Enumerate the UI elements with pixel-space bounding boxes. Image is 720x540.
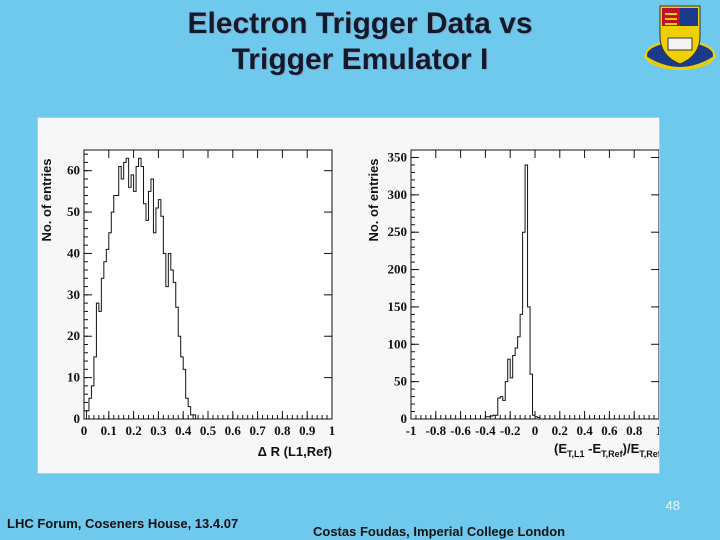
right-x-tick-label: 1 [656, 423, 659, 438]
right-x-tick-label: 0.2 [552, 423, 568, 438]
left-y-tick-label: 50 [67, 204, 80, 219]
left-y-tick-label: 60 [67, 163, 80, 178]
right-x-tick-label: -1 [406, 423, 417, 438]
right-y-tick-label: 150 [388, 299, 408, 314]
right-x-tick-label: -0.8 [426, 423, 447, 438]
left-y-tick-label: 10 [67, 370, 80, 385]
right-x-tick-label: 0.4 [576, 423, 593, 438]
right-y-tick-label: 350 [388, 149, 408, 164]
right-x-axis-title: (ET,L1 -ET,Ref)/ET,Ref [554, 441, 659, 459]
left-x-tick-label: 0.5 [200, 423, 217, 438]
right-y-tick-label: 0 [401, 411, 408, 426]
slide-title-line2: Trigger Emulator I [231, 43, 489, 76]
left-x-tick-label: 0.8 [274, 423, 291, 438]
slide-title: Electron Trigger Data vs Trigger Emulato… [100, 6, 620, 78]
left-x-tick-label: 0 [81, 423, 88, 438]
right-y-tick-label: 250 [388, 224, 408, 239]
left-y-tick-label: 30 [67, 287, 80, 302]
left-x-tick-label: 1 [329, 423, 336, 438]
right-y-tick-label: 300 [388, 187, 408, 202]
right-x-tick-label: -0.2 [500, 423, 521, 438]
left-x-tick-label: 0.6 [225, 423, 242, 438]
left-x-tick-label: 0.3 [150, 423, 167, 438]
left-plot-frame [83, 149, 333, 420]
right-x-tick-label: 0.8 [626, 423, 643, 438]
footer-author: Costas Foudas, Imperial College London [313, 524, 566, 539]
right-x-tick-label: 0 [532, 423, 539, 438]
right-y-tick-label: 100 [388, 336, 408, 351]
right-y-tick-label: 50 [394, 374, 407, 389]
slide-title-line1: Electron Trigger Data vs [187, 7, 533, 40]
left-y-tick-label: 0 [74, 411, 81, 426]
left-y-axis-title: No. of entries [39, 158, 54, 241]
right-plot-frame [410, 149, 659, 420]
left-x-tick-label: 0.9 [299, 423, 316, 438]
left-x-tick-label: 0.1 [101, 423, 117, 438]
right-histogram-line [484, 164, 541, 419]
left-y-tick-label: 20 [67, 328, 80, 343]
page-number: 48 [665, 498, 680, 513]
left-y-tick-label: 40 [67, 245, 80, 260]
right-y-tick-label: 200 [388, 262, 408, 277]
right-y-axis-title: No. of entries [366, 158, 381, 241]
right-x-tick-label: -0.6 [450, 423, 471, 438]
imperial-college-crest-icon [643, 5, 717, 70]
plot-panel: 0 10 20 30 40 50 60 0 0.1 0.2 0.3 0.4 0.5 0.6 0.7 0.8 0.… [37, 117, 660, 474]
left-x-tick-label: 0.4 [175, 423, 192, 438]
left-x-axis-title: Δ R (L1,Ref) [258, 444, 332, 459]
left-x-tick-label: 0.7 [249, 423, 266, 438]
right-x-tick-label: 0.6 [601, 423, 618, 438]
left-x-tick-label: 0.2 [125, 423, 141, 438]
left-histogram-line [84, 157, 199, 420]
right-x-tick-label: -0.4 [475, 423, 496, 438]
footer-event: LHC Forum, Coseners House, 13.4.07 [7, 516, 239, 531]
